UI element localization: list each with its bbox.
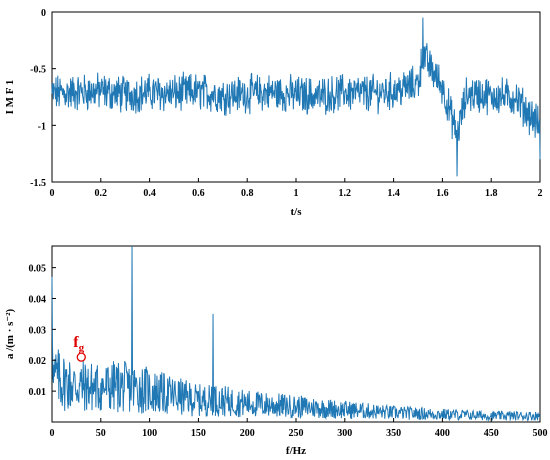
y-tick-label: -1 [38, 121, 46, 132]
y-tick-label: 0.05 [29, 264, 47, 275]
x-tick-label: 50 [96, 428, 106, 439]
x-tick-label: 2 [538, 188, 543, 199]
y-tick-label: 0 [41, 8, 46, 19]
x-tick-label: 0.4 [143, 188, 156, 199]
x-tick-label: 300 [337, 428, 352, 439]
y-tick-label: 0.02 [29, 356, 47, 367]
x-tick-label: 1.4 [387, 188, 400, 199]
x-tick-label: 0.8 [241, 188, 254, 199]
x-tick-label: 1 [294, 188, 299, 199]
y-ticks-top: 0 -0.5 -1 -1.5 [30, 8, 56, 189]
imf1-series-line [51, 17, 541, 177]
y-tick-label: -1.5 [30, 178, 46, 189]
y-axis-label-top: I M F 1 [4, 80, 16, 115]
x-ticks-top: 0 0.2 0.4 0.6 0.8 1 1.2 1.4 1.6 1.8 2 [50, 178, 543, 199]
y-tick-label: 0.03 [29, 325, 47, 336]
x-tick-label: 150 [191, 428, 206, 439]
x-tick-label: 1.6 [436, 188, 449, 199]
x-axis-label-top: t/s [291, 206, 303, 218]
x-tick-label: 0.2 [95, 188, 108, 199]
y-axis-label-bottom: a /(m · s⁻²) [4, 308, 16, 359]
x-tick-label: 1.2 [339, 188, 352, 199]
x-tick-label: 500 [533, 428, 548, 439]
x-ticks-bottom: 0 50 100 150 200 250 300 350 400 450 500 [50, 418, 548, 439]
y-tick-label: -0.5 [30, 65, 46, 76]
annotation-label: fg [73, 334, 84, 354]
x-tick-label: 450 [484, 428, 499, 439]
x-tick-label: 100 [142, 428, 157, 439]
x-tick-label: 250 [289, 428, 304, 439]
x-tick-label: 1.8 [485, 188, 498, 199]
y-tick-label: 0.04 [29, 294, 47, 305]
annotation-marker [76, 352, 86, 362]
x-tick-label: 0 [50, 188, 55, 199]
x-tick-label: 350 [386, 428, 401, 439]
y-tick-label: 0.01 [29, 387, 47, 398]
x-axis-label-bottom: f/Hz [286, 445, 306, 457]
series-group-top [51, 17, 541, 177]
y-ticks-bottom: 0.01 0.02 0.03 0.04 0.05 [29, 264, 56, 398]
spectrum-series-line [51, 245, 541, 422]
x-tick-label: 0.6 [192, 188, 205, 199]
x-tick-label: 400 [435, 428, 450, 439]
plot-frame-bottom [51, 245, 541, 423]
x-tick-label: 200 [240, 428, 255, 439]
series-group-bottom [51, 245, 541, 422]
imf1-time-chart: 0 0.2 0.4 0.6 0.8 1 1.2 1.4 1.6 1.8 2 0-0.5-1-1.5 … [4, 8, 543, 218]
spectrum-chart: 0 50 100 150 200 250 300 350 400 450 500 0.010.020… [4, 245, 548, 457]
x-tick-label: 0 [50, 428, 55, 439]
annotation-fg: fg [73, 334, 86, 362]
